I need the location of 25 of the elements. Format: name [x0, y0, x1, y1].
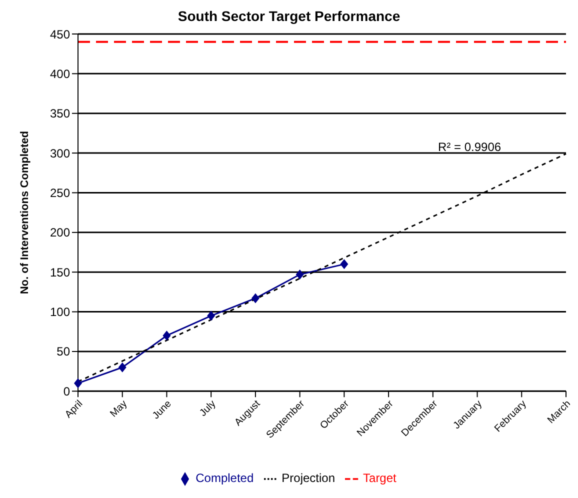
- point: [162, 330, 171, 341]
- point: [118, 362, 126, 372]
- y-tick-label: 50: [56, 344, 70, 359]
- point: [340, 259, 348, 270]
- y-tick-label: 0: [63, 384, 70, 398]
- x-tick-label: July: [198, 398, 218, 419]
- legend-label: Target: [363, 471, 396, 486]
- point: [207, 310, 216, 321]
- y-tick-label: 350: [50, 106, 70, 121]
- y-tick-label: 100: [50, 305, 70, 320]
- y-tick-label: 450: [50, 27, 70, 42]
- legend-label: Projection: [282, 471, 336, 486]
- legend-label: Completed: [196, 471, 254, 486]
- y-tick-label: 250: [50, 186, 70, 200]
- point: [296, 269, 304, 280]
- point: [251, 293, 260, 304]
- y-tick-label: 200: [50, 226, 70, 240]
- y-tick-label: 150: [50, 265, 70, 280]
- annotation: R² = 0.9906: [438, 140, 502, 154]
- y-axis-title: No. of Interventions Completed: [18, 130, 31, 294]
- x-tick-label: May: [108, 398, 130, 420]
- y-tick-label: 400: [50, 66, 70, 81]
- point: [74, 378, 82, 388]
- y-tick-label: 300: [50, 146, 70, 160]
- chart-title: South Sector Target Performance: [176, 8, 402, 26]
